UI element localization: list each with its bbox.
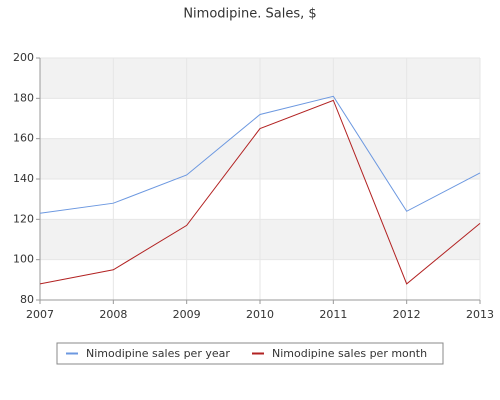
x-tick-label: 2013 <box>466 308 494 321</box>
x-tick-label: 2011 <box>319 308 347 321</box>
series-line <box>39 95 481 214</box>
legend-box <box>56 342 444 365</box>
y-tick-label: 160 <box>13 132 34 145</box>
legend: Nimodipine sales per year Nimodipine sale… <box>56 342 444 365</box>
y-tick-label: 120 <box>13 212 34 225</box>
chart-title: Nimodipine. Sales, $ <box>183 7 316 22</box>
x-tick-label: 2007 <box>26 308 54 321</box>
y-tick-label: 140 <box>13 172 34 185</box>
legend-label: Nimodipine sales per month <box>272 347 427 360</box>
y-tick-label: 200 <box>13 51 34 64</box>
x-tick-label: 2010 <box>246 308 274 321</box>
x-tick-label: 2008 <box>99 308 127 321</box>
series-line <box>39 99 481 285</box>
y-tick-label: 100 <box>13 253 34 266</box>
y-tick-label: 80 <box>20 293 34 306</box>
x-tick-label: 2009 <box>173 308 201 321</box>
y-tick-label: 180 <box>13 91 34 104</box>
x-tick-label: 2012 <box>393 308 421 321</box>
legend-label: Nimodipine sales per year <box>86 347 230 360</box>
